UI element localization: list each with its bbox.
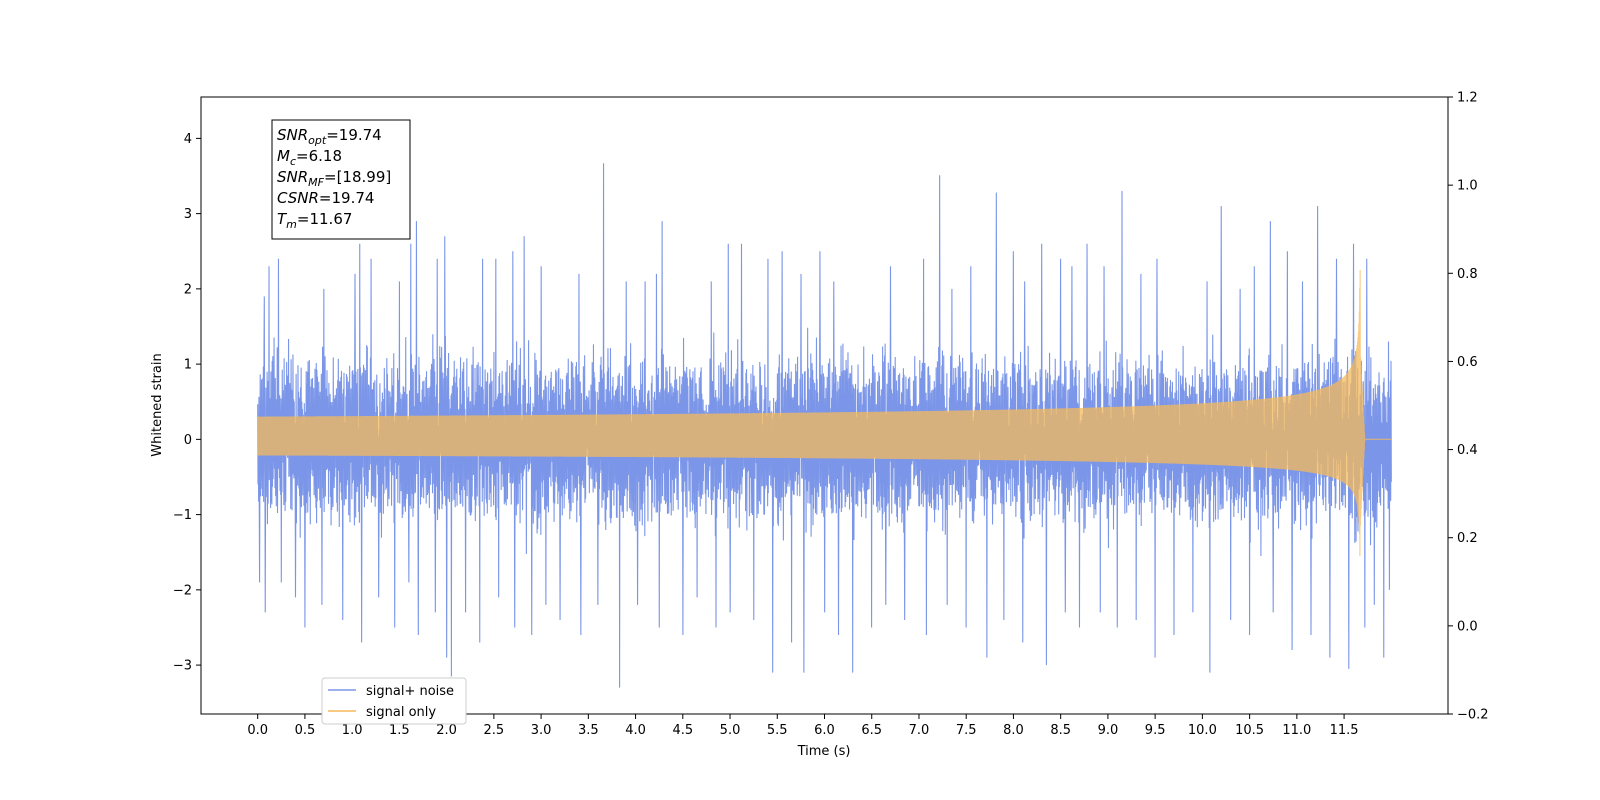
annotation-line: CSNR=19.74 [277, 189, 374, 207]
x-tick-label: 9.5 [1145, 723, 1166, 738]
y2-tick-label: 1.0 [1457, 179, 1478, 194]
y-tick-label: 2 [184, 282, 192, 297]
annotation-line: SNRMF=[18.99] [277, 168, 391, 189]
y2-tick-label: 0.0 [1457, 619, 1478, 634]
annotation-line: Mc=6.18 [277, 147, 342, 168]
x-tick-label: 10.5 [1235, 723, 1264, 738]
x-tick-label: 2.0 [436, 723, 457, 738]
annotation-value: =19.74 [326, 126, 382, 144]
x-tick-label: 6.0 [814, 723, 835, 738]
y-tick-label: 3 [184, 207, 192, 222]
x-tick-label: 8.0 [1003, 723, 1024, 738]
x-tick-label: 3.0 [531, 723, 552, 738]
x-tick-label: 8.5 [1050, 723, 1071, 738]
y2-tick-label: 0.2 [1457, 531, 1478, 546]
annotation-value: =[18.99] [324, 168, 391, 186]
x-tick-label: 4.5 [672, 723, 693, 738]
y-tick-label: 4 [184, 132, 192, 147]
annotation-subscript: MF [308, 176, 324, 189]
annotation-key: M [277, 147, 290, 165]
x-tick-label: 4.0 [625, 723, 646, 738]
annotation-subscript: opt [308, 134, 327, 147]
secondary-y-axis: 1.2 1.0 0.8 0.6 0.4 0.2 0.0 −0.2 [1448, 91, 1489, 723]
annotation-value: =11.67 [297, 210, 353, 228]
legend: signal+ noise signal only [321, 677, 467, 725]
annotation-subscript: m [286, 218, 297, 231]
legend-label-signal-only: signal only [366, 705, 436, 720]
y-tick-label: −3 [173, 659, 192, 674]
y2-tick-label: 0.4 [1457, 443, 1478, 458]
x-tick-label: 7.0 [909, 723, 930, 738]
annotation-value: =19.74 [319, 189, 375, 207]
y2-tick-label: −0.2 [1457, 708, 1489, 723]
x-tick-label: 1.0 [342, 723, 363, 738]
annotation-key: SNR [277, 126, 308, 144]
y-tick-label: 1 [184, 358, 192, 373]
x-tick-label: 9.0 [1098, 723, 1119, 738]
annotation-lines: SNRopt=19.74Mc=6.18SNRMF=[18.99]CSNR=19.… [277, 126, 391, 231]
x-tick-label: 6.5 [861, 723, 882, 738]
y-axis: 4 3 2 1 0 −1 −2 −3 [173, 132, 201, 674]
x-tick-label: 7.5 [956, 723, 977, 738]
legend-label-signal-noise: signal+ noise [366, 684, 454, 699]
series-layer [257, 163, 1392, 688]
annotation-box: SNRopt=19.74Mc=6.18SNRMF=[18.99]CSNR=19.… [271, 119, 411, 240]
x-axis: 0.0 0.5 1.0 1.5 2.0 2.5 3.0 3.5 4.0 4.5 5.0 5.5 6.0 6… [247, 714, 1359, 738]
annotation-subscript: c [290, 155, 296, 168]
series-signal-only-line [257, 270, 1392, 556]
annotation-key: T [277, 210, 288, 228]
annotation-key: CSNR [277, 189, 319, 207]
x-tick-label: 0.0 [247, 723, 268, 738]
y2-tick-label: 1.2 [1457, 91, 1478, 106]
series-signal-noise-line [257, 163, 1392, 688]
legend-frame [321, 677, 467, 725]
x-tick-label: 1.5 [389, 723, 410, 738]
annotation-line: SNRopt=19.74 [277, 126, 382, 147]
annotation-frame [271, 119, 411, 240]
y2-tick-label: 0.6 [1457, 355, 1478, 370]
y-tick-label: 0 [184, 433, 192, 448]
y-tick-label: −1 [173, 508, 192, 523]
x-tick-label: 2.5 [484, 723, 505, 738]
x-tick-label: 5.0 [720, 723, 741, 738]
y2-tick-label: 0.8 [1457, 267, 1478, 282]
annotation-value: =6.18 [296, 147, 342, 165]
x-tick-label: 11.5 [1330, 723, 1359, 738]
y-tick-label: −2 [173, 583, 192, 598]
x-tick-label: 10.0 [1188, 723, 1217, 738]
x-axis-label: Time (s) [797, 744, 851, 759]
x-tick-label: 0.5 [295, 723, 316, 738]
y-axis-label: Whitened strain [150, 353, 165, 456]
x-tick-label: 11.0 [1282, 723, 1311, 738]
annotation-key: SNR [277, 168, 308, 186]
x-tick-label: 3.5 [578, 723, 599, 738]
x-tick-label: 5.5 [767, 723, 788, 738]
annotation-line: Tm=11.67 [277, 210, 352, 231]
